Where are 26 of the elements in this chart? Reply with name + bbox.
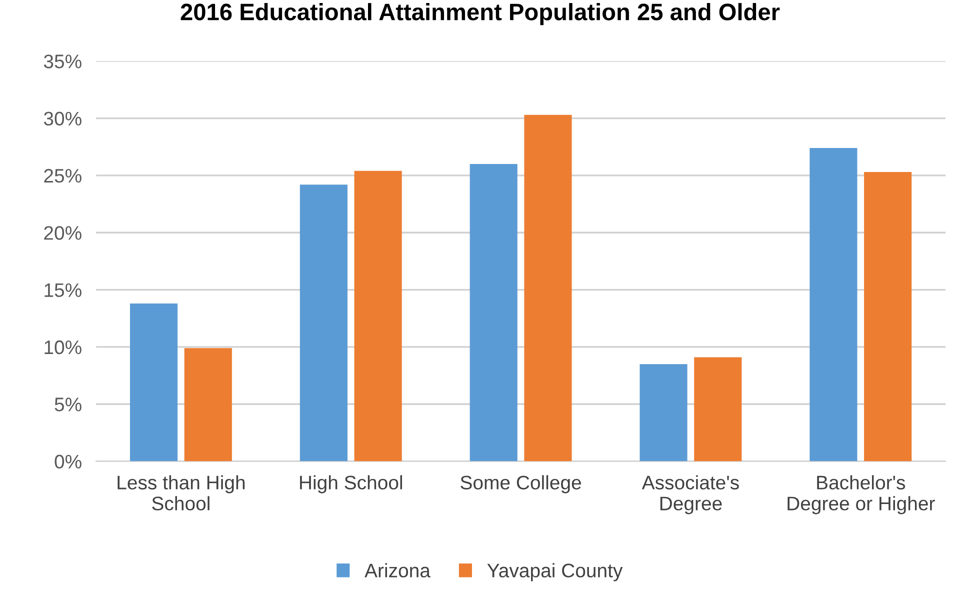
legend-label: Arizona (364, 563, 430, 578)
bar (640, 364, 688, 462)
x-tick-label: Bachelor's Degree or Higher (788, 475, 935, 514)
bar (184, 348, 232, 462)
bar (130, 304, 178, 462)
x-tick-label: Less than High School (118, 475, 245, 510)
x-tick-label: Some College (460, 475, 582, 494)
bar (524, 114, 572, 462)
bar (470, 164, 518, 462)
y-tick-label: 10% (44, 340, 82, 354)
y-tick-label: 30% (44, 112, 82, 126)
y-tick-label: 5% (54, 398, 82, 412)
legend-label: Yavapai County (487, 563, 623, 582)
bar (354, 170, 402, 462)
chart-title: 2016 Educational Attainment Population 25 and Older (180, 3, 780, 26)
bar (694, 357, 742, 462)
x-tick-label: Associate's Degree (642, 475, 739, 514)
bar (300, 184, 348, 462)
bar (810, 148, 858, 462)
x-tick-label: High School (300, 475, 402, 494)
y-tick-label: 0% (54, 454, 82, 469)
y-tick-label: 20% (44, 226, 82, 240)
y-tick-label: 25% (44, 168, 82, 183)
y-tick-label: 15% (44, 283, 82, 298)
bar (864, 172, 912, 462)
y-tick-label: 35% (44, 54, 82, 68)
